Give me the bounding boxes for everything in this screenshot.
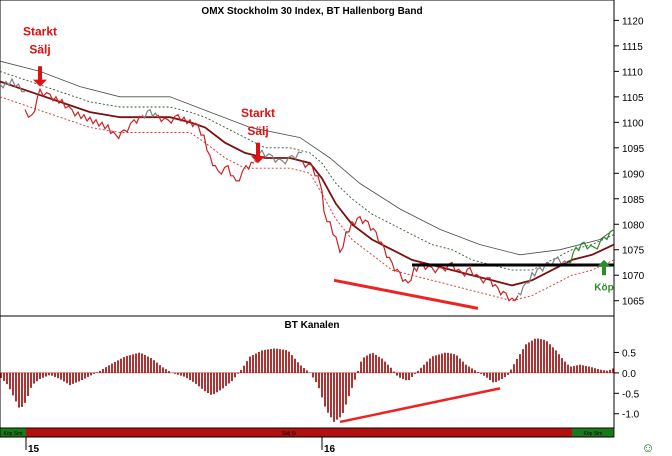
- main-y-tick-label: 1080: [622, 220, 645, 231]
- arrow-down-icon: [251, 156, 265, 164]
- oscillator-y-tick-label: -0.5: [622, 389, 640, 400]
- price-segment-4: [253, 149, 303, 165]
- main-chart-title: OMX Stockholm 30 Index, BT Hallenborg Ba…: [201, 6, 422, 17]
- main-price-series: [0, 77, 615, 302]
- band-lower-line: [0, 96, 615, 302]
- x-tick-label: 15: [28, 444, 40, 455]
- main-y-tick-label: 1120: [622, 16, 644, 27]
- main-y-tick-label: 1075: [622, 246, 645, 257]
- main-y-tick-label: 1105: [622, 93, 644, 104]
- main-y-tick-label: 1095: [622, 144, 645, 155]
- main-plot-border: [0, 0, 615, 317]
- annotation-label: Starkt: [241, 106, 275, 120]
- main-y-tick-label: 1115: [622, 42, 643, 53]
- signal-label: Köp Sim: [4, 431, 23, 437]
- band-upper-line: [0, 70, 615, 271]
- price-segment-2: [141, 108, 159, 120]
- signal-segment: [26, 428, 286, 437]
- annotation-label: Sälj: [29, 43, 50, 57]
- main-y-tick-label: 1100: [622, 118, 644, 129]
- band-upper-outer-line: [0, 60, 615, 256]
- x-tick-label: 16: [324, 444, 336, 455]
- main-y-tick-label: 1065: [622, 297, 645, 308]
- signal-segment: [0, 428, 26, 437]
- main-y-tick-label: 1110: [622, 67, 643, 78]
- price-segment-5: [301, 160, 519, 302]
- main-pane: OMX Stockholm 30 Index, BT Hallenborg Ba…: [0, 0, 645, 317]
- signal-label: Köp Sim: [584, 431, 603, 437]
- price-segment-3: [157, 113, 255, 182]
- oscillator-y-tick-label: 0.0: [622, 369, 636, 380]
- main-trend-line: [333, 278, 479, 310]
- main-annotations: Starkt Sälj Starkt Sälj Köp: [23, 25, 614, 294]
- x-axis: 15 16: [0, 436, 614, 455]
- signal-label: Sälj Sim: [282, 431, 300, 437]
- oscillator-y-tick-label: -1.0: [622, 410, 640, 421]
- oscillator-pane: BT Kanalen 0.5 0.0 -0.5 -1.0: [0, 315, 640, 429]
- oscillator-trend-line: [339, 387, 501, 424]
- main-lines: [333, 263, 614, 310]
- price-segment-7: [568, 228, 615, 264]
- price-segment-6: [517, 256, 569, 296]
- oscillator-y-tick-label: 0.5: [622, 348, 636, 359]
- signal-segment: [572, 428, 614, 437]
- annotation-label: Köp: [594, 283, 613, 294]
- oscillator-y-axis: 0.5 0.0 -0.5 -1.0: [614, 348, 640, 421]
- oscillator-bars: [0, 338, 614, 422]
- smiley-icon: ☺: [641, 440, 654, 455]
- oscillator-lines: [0, 372, 614, 424]
- main-y-tick-label: 1085: [622, 195, 645, 206]
- arrow-up-icon: [597, 259, 611, 267]
- signal-strip: Köp Sim Sälj Sim Köp Sim: [0, 427, 615, 438]
- price-segment-1: [24, 87, 143, 140]
- annotation-label: Starkt: [23, 25, 57, 39]
- signal-segment: [286, 428, 296, 437]
- annotation-label: Sälj: [247, 124, 268, 138]
- signal-segment: [296, 428, 572, 437]
- main-y-axis: 1065 1070 1075 1080 1085 1090 1095 1100 1105 1110…: [614, 16, 645, 308]
- price-segment-0: [0, 77, 25, 93]
- oscillator-title: BT Kanalen: [284, 320, 339, 331]
- main-y-tick-label: 1070: [622, 271, 645, 282]
- main-y-tick-label: 1090: [622, 169, 645, 180]
- arrow-down-icon: [33, 79, 47, 87]
